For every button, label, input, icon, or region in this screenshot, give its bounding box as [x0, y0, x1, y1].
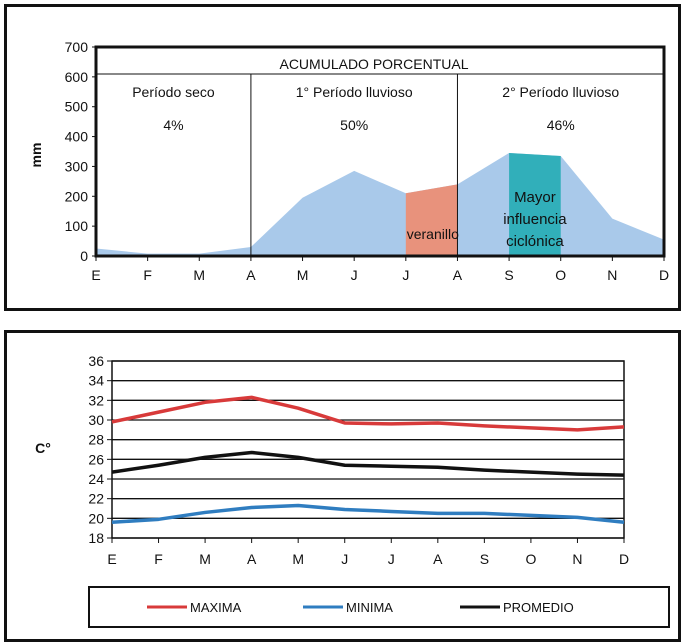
y-tick-label: 36 — [88, 353, 104, 369]
period-label: 1° Período lluvioso — [296, 84, 413, 100]
x-tick-label: J — [341, 551, 348, 567]
y-axis-label: mm — [28, 143, 44, 168]
period-label: 2° Período lluvioso — [502, 84, 619, 100]
y-tick-label: 18 — [88, 530, 104, 546]
y-tick-label: 26 — [88, 451, 104, 467]
legend-maxima-label: MAXIMA — [190, 600, 242, 615]
period-percent: 46% — [547, 117, 575, 133]
x-tick-label: A — [433, 551, 443, 567]
legend-minima-label: MINIMA — [346, 600, 393, 615]
legend-promedio-label: PROMEDIO — [503, 600, 574, 615]
x-tick-label: F — [154, 551, 163, 567]
y-tick-label: 500 — [65, 99, 89, 115]
cyclonic-label: influencia — [503, 211, 567, 228]
y-tick-label: 32 — [88, 392, 104, 408]
x-tick-label: N — [572, 551, 582, 567]
cyclonic-label: ciclónica — [506, 233, 564, 250]
x-tick-label: J — [388, 551, 395, 567]
precipitation-area — [96, 152, 664, 256]
precipitation-chart: ACUMULADO PORCENTUAL Período seco 4% 1° Per… — [28, 39, 669, 283]
y-axis-label: C° — [35, 440, 51, 456]
veranillo-label: veranillo — [407, 226, 459, 242]
x-tick-label: D — [619, 551, 629, 567]
x-tick-label: F — [143, 267, 152, 283]
x-tick-label: M — [297, 267, 309, 283]
period-label: Período seco — [132, 84, 215, 100]
x-tick-label: A — [246, 267, 256, 283]
x-tick-label: O — [525, 551, 536, 567]
x-tick-label: M — [292, 551, 304, 567]
y-tick-label: 22 — [88, 491, 104, 507]
x-tick-label: J — [402, 267, 409, 283]
x-tick-label: E — [107, 551, 116, 567]
x-tick-label: S — [504, 267, 513, 283]
period-percent: 4% — [163, 117, 183, 133]
x-tick-label: S — [480, 551, 489, 567]
x-tick-label: A — [453, 267, 463, 283]
y-tick-label: 300 — [65, 158, 89, 174]
y-tick-label: 700 — [65, 39, 89, 55]
period-percent: 50% — [340, 117, 368, 133]
x-tick-label: J — [351, 267, 358, 283]
x-tick-label: N — [607, 267, 617, 283]
x-tick-label: M — [193, 267, 205, 283]
promedio-line — [111, 450, 625, 477]
cumulative-header: ACUMULADO PORCENTUAL — [279, 56, 468, 72]
y-tick-label: 28 — [88, 432, 104, 448]
y-tick-label: 34 — [88, 373, 104, 389]
x-tick-label: M — [199, 551, 211, 567]
minima-line — [111, 503, 625, 525]
precipitation-panel: ACUMULADO PORCENTUAL Período seco 4% 1° Per… — [4, 4, 681, 311]
y-tick-label: 24 — [88, 471, 104, 487]
y-tick-label: 200 — [65, 188, 89, 204]
maxima-line — [111, 395, 625, 432]
x-tick-label: E — [91, 267, 100, 283]
y-tick-label: 400 — [65, 129, 89, 145]
y-tick-label: 600 — [65, 69, 89, 85]
temperature-chart: 18 20 22 24 26 28 30 32 34 36 C° E F M A M J J A S O N D MAXIMA… — [35, 353, 670, 628]
x-tick-label: A — [247, 551, 257, 567]
plot-frame — [94, 45, 666, 258]
y-tick-label: 30 — [88, 412, 104, 428]
cyclonic-label: Mayor — [514, 189, 556, 206]
temperature-panel: 18 20 22 24 26 28 30 32 34 36 C° E F M A M J J A S O N D MAXIMA… — [4, 330, 681, 642]
plot-frame — [111, 360, 625, 539]
y-tick-label: 0 — [80, 248, 88, 264]
y-tick-label: 100 — [65, 218, 89, 234]
veranillo-band — [405, 184, 458, 256]
x-tick-label: D — [659, 267, 669, 283]
cyclonic-band — [509, 152, 561, 256]
x-tick-label: O — [555, 267, 566, 283]
y-tick-label: 20 — [88, 510, 104, 526]
